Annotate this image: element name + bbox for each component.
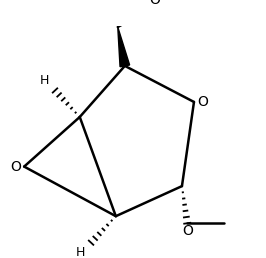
Text: O: O: [197, 95, 208, 109]
Text: O: O: [149, 0, 160, 7]
Polygon shape: [118, 27, 130, 67]
Text: O: O: [10, 160, 21, 174]
Text: H: H: [76, 246, 85, 258]
Text: H: H: [39, 74, 49, 87]
Text: O: O: [183, 224, 194, 238]
